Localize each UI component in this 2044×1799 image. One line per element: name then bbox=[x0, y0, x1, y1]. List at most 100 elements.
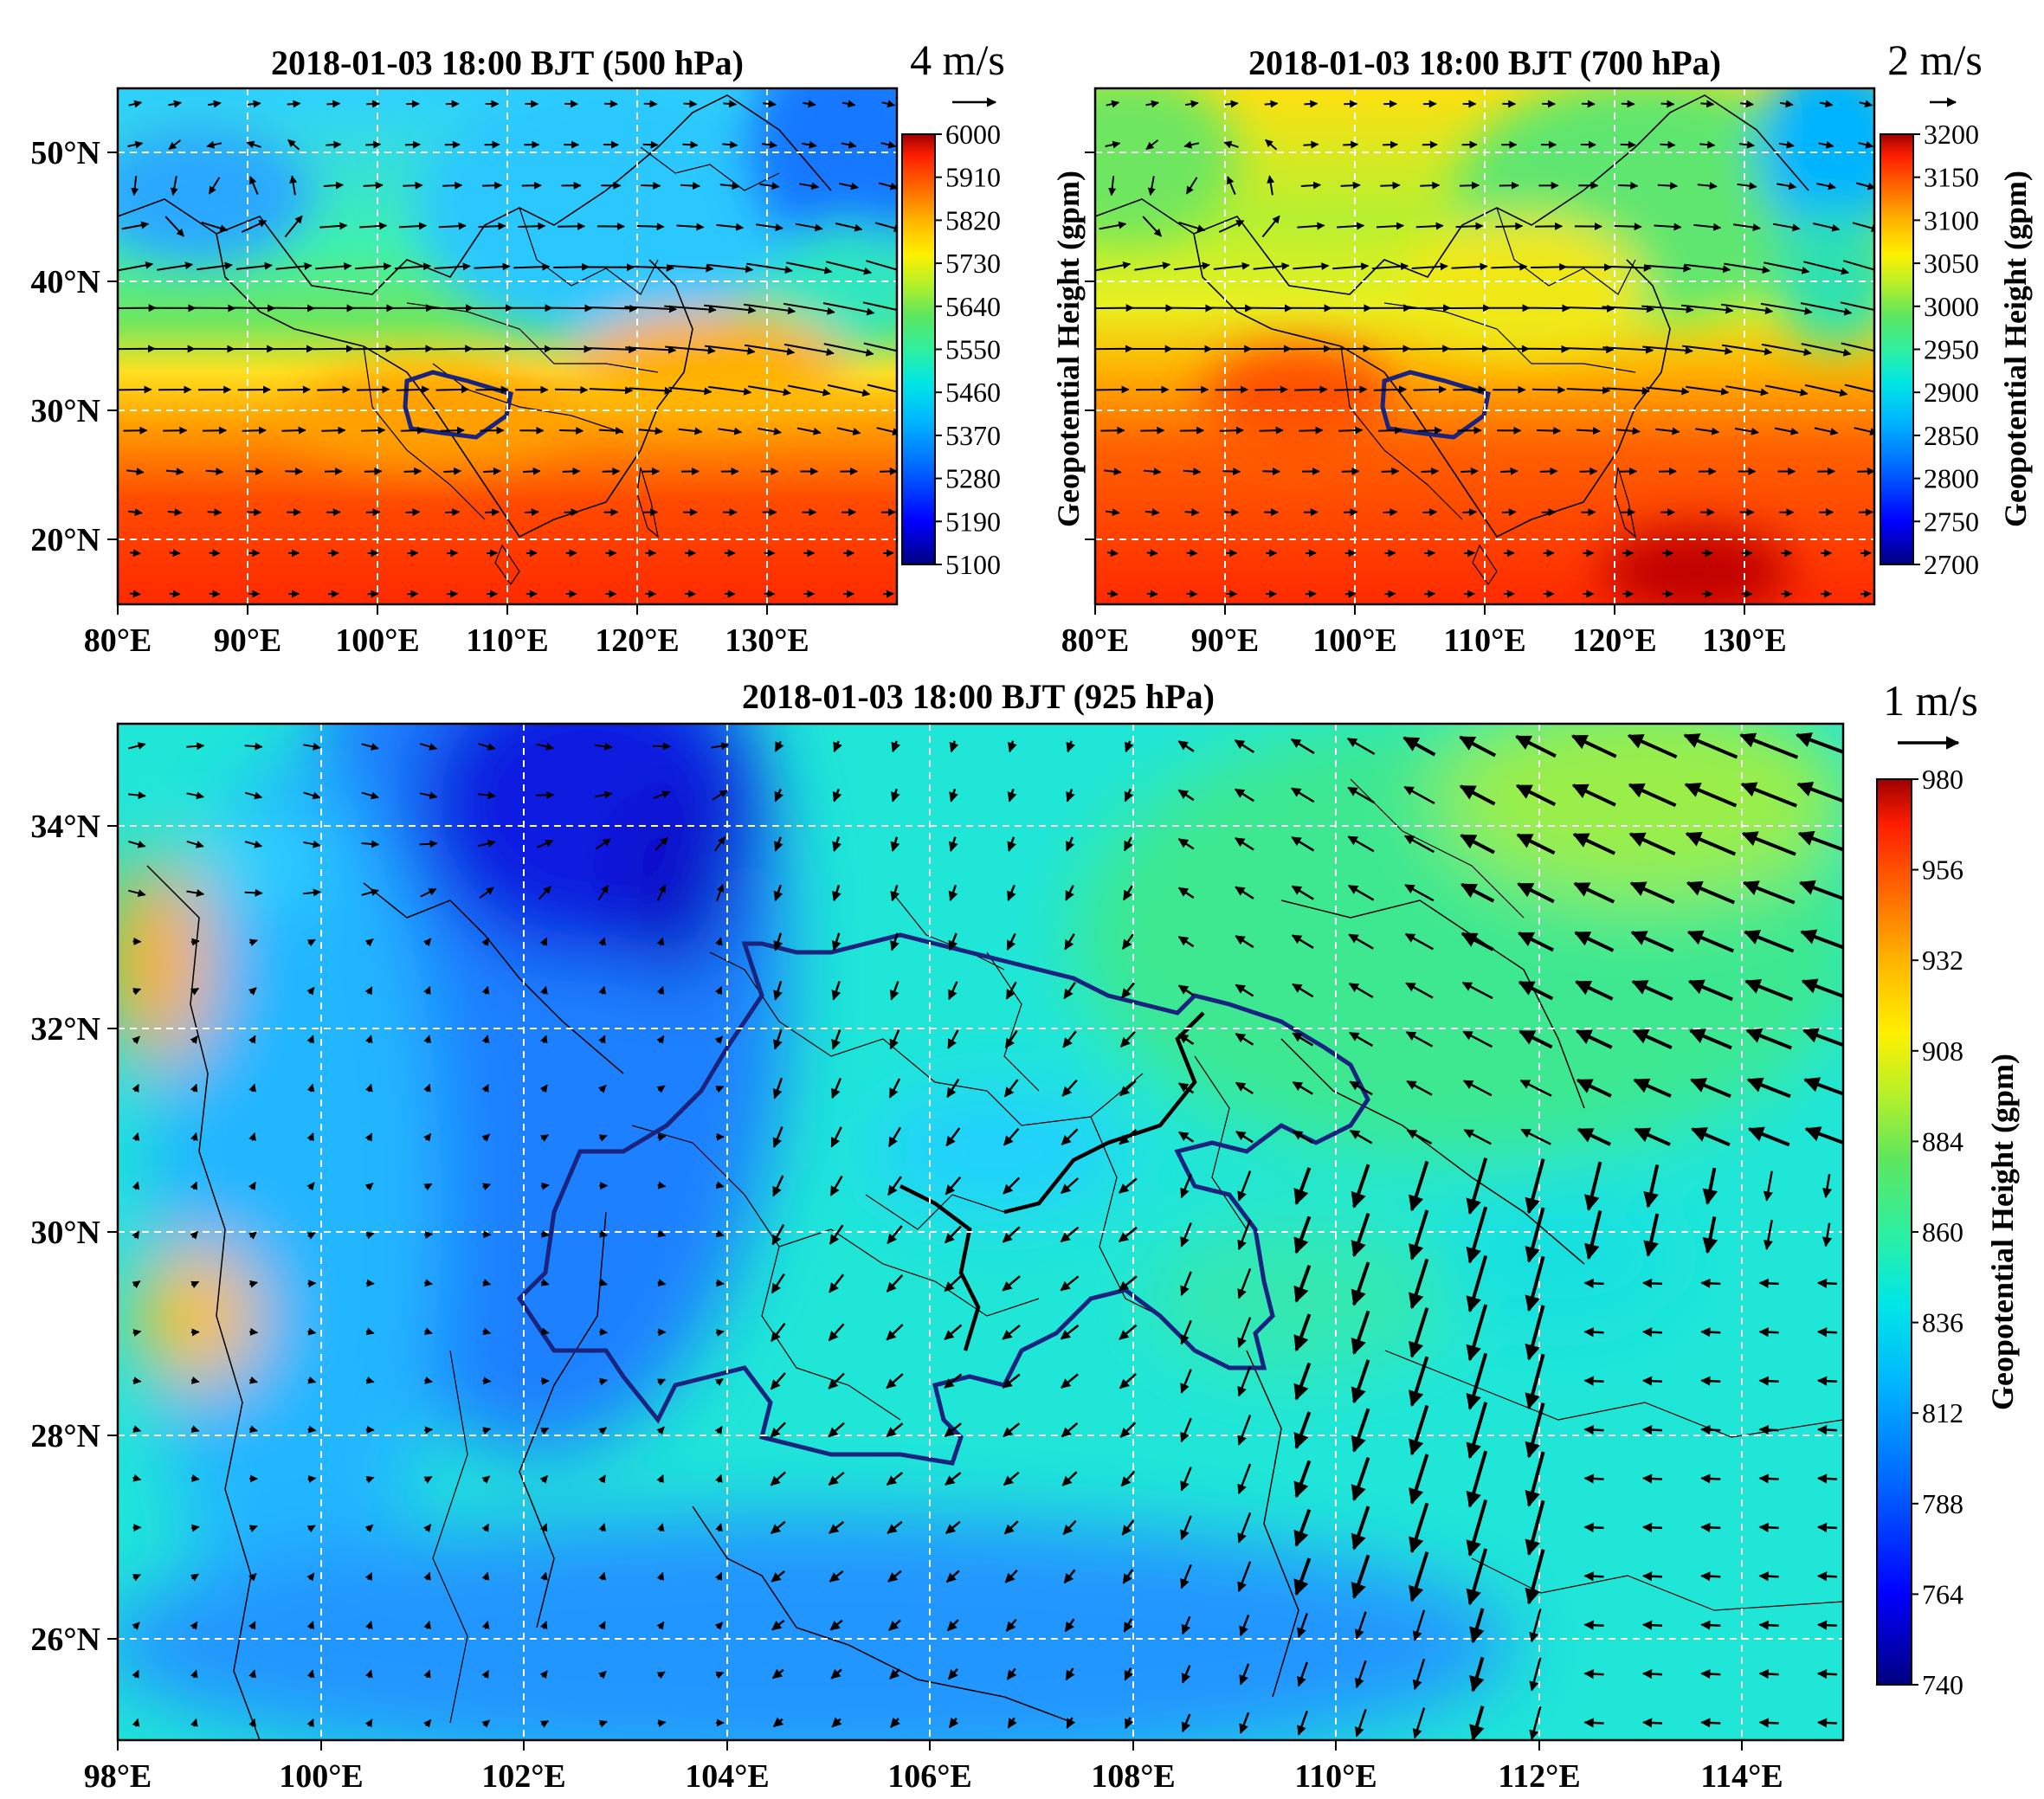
wind-arrow bbox=[1239, 1614, 1250, 1637]
wind-arrow bbox=[1235, 1131, 1254, 1144]
wind-arrow bbox=[887, 1570, 902, 1583]
wind-arrow bbox=[1354, 1709, 1367, 1738]
wind-arrow bbox=[887, 1126, 902, 1148]
wind-arrow bbox=[1213, 261, 1250, 270]
wind-arrow bbox=[132, 1280, 141, 1289]
x-axis-925 bbox=[117, 1740, 1743, 1751]
wind-arrow bbox=[1641, 1571, 1663, 1582]
wind-arrow bbox=[1351, 1310, 1370, 1355]
wind-arrow bbox=[1180, 1271, 1192, 1296]
wind-arrow bbox=[945, 1472, 962, 1486]
wind-arrow bbox=[1180, 1467, 1192, 1492]
wind-arrow bbox=[1145, 139, 1159, 151]
wind-arrow bbox=[443, 467, 462, 475]
wind-arrow bbox=[403, 467, 422, 475]
wind-arrow bbox=[1223, 140, 1239, 149]
wind-arrow bbox=[190, 1524, 200, 1532]
wind-arrow bbox=[1733, 223, 1761, 232]
wind-arrow bbox=[1066, 740, 1076, 753]
x-axis-700 bbox=[1094, 604, 1745, 615]
wind-arrow bbox=[1566, 386, 1611, 395]
wind-arrow bbox=[841, 140, 857, 149]
wind-arrow bbox=[202, 426, 228, 435]
wind-arrow bbox=[169, 549, 181, 558]
wind-arrow bbox=[1583, 1473, 1604, 1484]
wind-arrow bbox=[1618, 181, 1639, 190]
wind-arrow bbox=[306, 1132, 314, 1142]
wind-arrow bbox=[1539, 467, 1558, 475]
wind-arrow bbox=[722, 140, 738, 149]
wind-arrow bbox=[1120, 1470, 1136, 1487]
wind-arrow bbox=[714, 1377, 724, 1386]
wind-arrow bbox=[208, 100, 222, 108]
wind-arrow bbox=[1469, 1706, 1485, 1740]
wind-arrow bbox=[595, 838, 611, 850]
wind-arrow bbox=[248, 1035, 256, 1044]
wind-arrow bbox=[478, 839, 496, 848]
wind-arrow bbox=[1123, 1618, 1133, 1633]
wind-arrow bbox=[1145, 508, 1160, 517]
wind-arrow bbox=[522, 467, 541, 475]
wind-arrow bbox=[1860, 590, 1872, 598]
wind-arrow bbox=[1695, 427, 1720, 435]
wind-arrow bbox=[168, 139, 182, 151]
wind-arrow bbox=[248, 938, 258, 946]
wind-arrow bbox=[1409, 1404, 1429, 1456]
gridlines-700 bbox=[1095, 88, 1874, 604]
wind-arrow bbox=[364, 1572, 373, 1582]
wind-arrow bbox=[1351, 1554, 1370, 1599]
wind-arrow bbox=[829, 1273, 845, 1293]
wind-arrow bbox=[1406, 1080, 1433, 1096]
wind-arrow bbox=[1185, 177, 1198, 195]
wind-arrow bbox=[1529, 1706, 1542, 1740]
wind-arrow bbox=[944, 1422, 962, 1437]
wind-arrow bbox=[841, 100, 856, 108]
colorbar-tick-label: 5190 bbox=[945, 506, 1001, 537]
wind-arrow bbox=[423, 1035, 432, 1044]
wind-arrow bbox=[1515, 783, 1557, 807]
wind-arrow bbox=[247, 100, 261, 108]
wind-arrow bbox=[190, 1473, 200, 1482]
wind-arrow bbox=[306, 1182, 315, 1191]
colorbar-500 bbox=[901, 133, 936, 565]
wind-arrow bbox=[1384, 549, 1396, 558]
wind-arrow bbox=[1061, 1373, 1079, 1389]
wind-arrow bbox=[233, 304, 276, 313]
wind-arrow bbox=[1816, 1718, 1838, 1728]
wind-arrow bbox=[1469, 1656, 1485, 1693]
wind-arrow bbox=[657, 1719, 667, 1728]
wind-arrow bbox=[1177, 887, 1195, 899]
wind-arrow bbox=[653, 790, 671, 799]
wind-arrow bbox=[400, 426, 426, 435]
wind-arrow bbox=[209, 549, 221, 558]
wind-arrow bbox=[1104, 467, 1122, 476]
wind-arrow bbox=[836, 427, 861, 435]
wind-arrow bbox=[1491, 262, 1528, 271]
wind-arrow bbox=[1002, 1373, 1021, 1389]
wind-arrow bbox=[536, 743, 554, 751]
wind-arrow bbox=[359, 222, 388, 230]
panel-500hpa: 2018-01-03 18:00 BJT (500 hPa) bbox=[30, 35, 1086, 659]
wind-arrow bbox=[126, 467, 145, 476]
wind-arrow bbox=[657, 1229, 667, 1238]
wind-arrow bbox=[1602, 305, 1654, 313]
wind-arrow bbox=[1745, 1028, 1792, 1050]
wind-arrow bbox=[1583, 1278, 1604, 1288]
wind-arrow bbox=[1801, 343, 1852, 357]
wind-arrow bbox=[550, 304, 593, 313]
wind-arrow bbox=[1604, 263, 1652, 272]
wind-arrow bbox=[536, 839, 554, 848]
wind-arrow bbox=[186, 791, 204, 800]
wind-arrow bbox=[1235, 837, 1254, 851]
wind-arrow bbox=[1742, 880, 1796, 905]
wind-arrow bbox=[1516, 833, 1556, 855]
wind-arrow bbox=[829, 1570, 844, 1583]
wind-arrow bbox=[1293, 1313, 1312, 1352]
wind-arrow bbox=[1574, 931, 1615, 952]
wind-arrow bbox=[164, 216, 185, 237]
x-tick-925: 114°E bbox=[1700, 1758, 1783, 1795]
wind-arrow bbox=[364, 1669, 373, 1679]
wind-arrow bbox=[866, 260, 897, 271]
wind-arrow bbox=[1095, 304, 1134, 313]
wind-arrow bbox=[246, 140, 261, 149]
